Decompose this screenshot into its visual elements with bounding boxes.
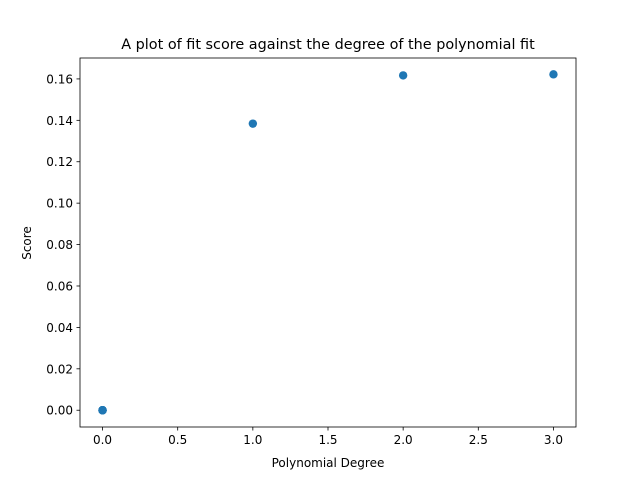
y-tick-label: 0.12 [46,155,73,169]
y-axis-label: Score [20,226,34,260]
data-point [248,119,258,128]
data-points [98,70,558,415]
y-tick-label: 0.16 [46,72,73,86]
x-tick-label: 1.0 [243,433,262,447]
y-tick-label: 0.00 [46,404,73,418]
y-tick-label: 0.06 [46,279,73,293]
y-tick-label: 0.14 [46,114,73,128]
y-tick-label: 0.10 [46,197,73,211]
x-tick-label: 1.5 [318,433,337,447]
y-tick-label: 0.08 [46,238,73,252]
data-point [398,71,408,80]
x-tick-label: 3.0 [544,433,563,447]
x-tick-label: 0.5 [168,433,187,447]
y-tick-label: 0.04 [46,321,73,335]
x-tick-label: 2.5 [469,433,488,447]
axes-frame [79,57,577,428]
y-axis-ticks: 0.00 0.02 0.04 0.06 0.08 0.10 0.12 0.14 0.16 [46,72,80,418]
x-tick-label: 0.0 [93,433,112,447]
chart-title: A plot of fit score against the degree o… [121,37,535,53]
y-tick-label: 0.02 [46,362,73,376]
x-axis-ticks: 0.0 0.5 1.0 1.5 2.0 2.5 3.0 [93,427,563,447]
x-tick-label: 2.0 [394,433,413,447]
x-axis-label: Polynomial Degree [272,456,385,470]
data-point [549,70,558,79]
plot-area [79,57,577,428]
data-point [98,406,107,415]
